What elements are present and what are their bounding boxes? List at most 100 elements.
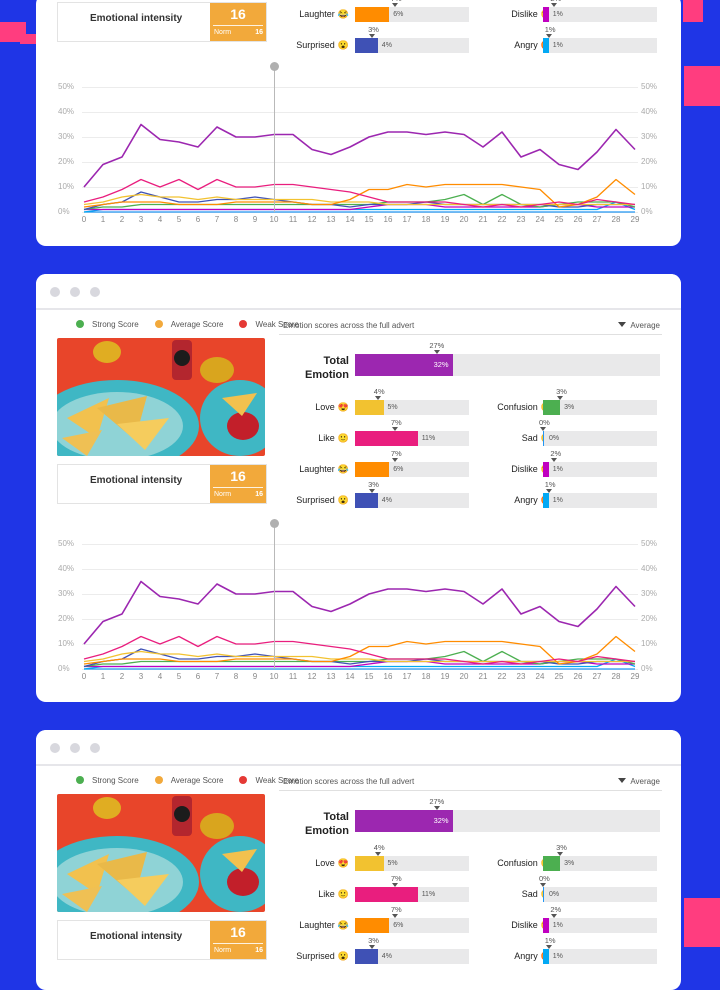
average-dropdown[interactable]: Average (618, 777, 660, 786)
nacho-chip (62, 430, 102, 456)
emotion-name: Laughter (299, 920, 335, 930)
decor-block-top-left (0, 22, 26, 42)
x-tick: 14 (345, 672, 355, 681)
emotion-norm-label: 1% (544, 936, 556, 945)
total-norm-marker (434, 350, 441, 354)
x-tick: 17 (402, 215, 412, 224)
intensity-norm-label: Norm (214, 491, 232, 498)
emotion-name: Surprised (296, 495, 335, 505)
emotion-norm-marker (374, 852, 381, 856)
legend-dot-icon (76, 320, 84, 328)
emotion-norm-label: 7% (390, 905, 402, 914)
total-emotion-bar: 32% (355, 810, 660, 832)
average-dropdown[interactable]: Average (618, 321, 660, 330)
divider (213, 487, 263, 488)
emotion-name: Love (315, 402, 335, 412)
emotion-norm-marker (374, 396, 381, 400)
window-control-dot[interactable] (90, 743, 100, 753)
y-tick-right: 30% (641, 589, 658, 598)
timeline-scrubber-handle[interactable] (270, 519, 279, 528)
emotion-name: Angry (514, 951, 538, 961)
caret-down-icon[interactable] (618, 778, 627, 783)
emotion-value: 4% (381, 42, 392, 49)
emotion-name: Sad (521, 433, 538, 443)
x-tick: 19 (440, 672, 450, 681)
emotion-name: Like (318, 433, 335, 443)
emotion-label-sad: Sad😢 (482, 889, 552, 900)
emotion-norm-marker (369, 34, 376, 38)
window-control-dot[interactable] (50, 287, 60, 297)
y-tick-left: 10% (58, 639, 75, 648)
total-norm-label: 27% (429, 797, 445, 806)
emotion-bar-fill (355, 400, 384, 415)
total-norm-label: 27% (429, 341, 445, 350)
emotion-label-surprised: Surprised 😮 (279, 495, 349, 506)
emotion-label-angry: Angry😡 (482, 40, 552, 51)
legend-label: Weak Score (255, 320, 299, 329)
emotion-label-laughter: Laughter 😂 (279, 9, 349, 20)
score-legend: Strong Score Average Score Weak Score (76, 320, 315, 329)
emotion-bar-fill (355, 7, 390, 22)
emotional-intensity-panel: Emotional intensity 16 Norm 16 (57, 920, 267, 960)
series-line-total-emotion (83, 580, 636, 645)
legend-item-average: Average Score (154, 776, 232, 785)
y-tick-right: 40% (641, 107, 658, 116)
window-control-dot[interactable] (70, 287, 80, 297)
emotion-bar-fill (543, 918, 549, 933)
emotion-name: Surprised (296, 951, 335, 961)
caret-down-icon[interactable] (618, 322, 627, 327)
x-tick: 11 (288, 215, 298, 224)
emotion-value: 1% (552, 11, 563, 18)
emotion-scores-header: Emotion scores across the full advert Ave… (279, 316, 662, 335)
emoji-laughter-icon: 😂 (337, 9, 349, 19)
emotion-bar-confusion: 3% (543, 856, 657, 871)
header-title: Emotion scores across the full advert (283, 321, 415, 330)
y-tick-right: 20% (641, 614, 658, 623)
window-control-dot[interactable] (90, 287, 100, 297)
y-tick-left: 0% (58, 207, 70, 216)
window-control-dot[interactable] (50, 743, 60, 753)
emotion-norm-marker (551, 458, 558, 462)
emotion-value: 1% (552, 497, 563, 504)
emotion-scores-header: Emotion scores across the full advert Ave… (279, 772, 662, 791)
x-tick: 7 (214, 672, 220, 681)
y-tick-right: 0% (641, 664, 653, 673)
emotion-norm-label: 7% (391, 0, 402, 3)
emotion-norm-marker (557, 852, 564, 856)
emotion-name: Dislike (511, 464, 538, 474)
bottle-label (174, 806, 190, 822)
emotion-norm-label: 0% (539, 874, 550, 883)
emotion-norm-label: 2% (550, 905, 562, 914)
header-title: Emotion scores across the full advert (283, 777, 415, 786)
y-tick-right: 0% (641, 207, 653, 216)
legend-dot-icon (239, 320, 248, 328)
emotion-bar-laughter: 6% (355, 7, 469, 22)
emotion-label-surprised: Surprised 😮 (279, 951, 349, 962)
y-tick-left: 30% (58, 132, 75, 141)
timeline-scrubber-handle[interactable] (270, 62, 279, 71)
intensity-value: 16 (230, 468, 246, 484)
emotion-bar-fill (543, 856, 561, 871)
x-tick: 3 (138, 215, 144, 224)
emotion-label-dislike: Dislike😒 (482, 9, 552, 20)
emotion-name: Angry (514, 495, 538, 505)
emotion-line-chart (83, 123, 636, 213)
window-control-dot[interactable] (70, 743, 80, 753)
emotion-norm-label: 4% (373, 843, 385, 852)
emoji-love-icon: 😍 (337, 402, 349, 412)
x-tick: 8 (233, 215, 239, 224)
emotion-label-like: Like 🙂 (279, 433, 349, 444)
x-tick: 13 (326, 672, 336, 681)
legend-label: Weak Score (255, 776, 299, 785)
x-tick: 19 (440, 215, 450, 224)
timeline-scrubber-line[interactable] (274, 67, 275, 212)
decor-block-top-right (683, 0, 703, 22)
gold-bowl (200, 813, 234, 839)
legend-label: Average Score (170, 320, 224, 329)
timeline-scrubber-line[interactable] (274, 524, 275, 669)
gold-bowl (200, 357, 234, 383)
intensity-norm-label: Norm (214, 947, 232, 954)
emotion-name: Sad (521, 889, 538, 899)
intensity-norm-label: Norm (214, 29, 232, 36)
x-tick: 22 (497, 672, 507, 681)
